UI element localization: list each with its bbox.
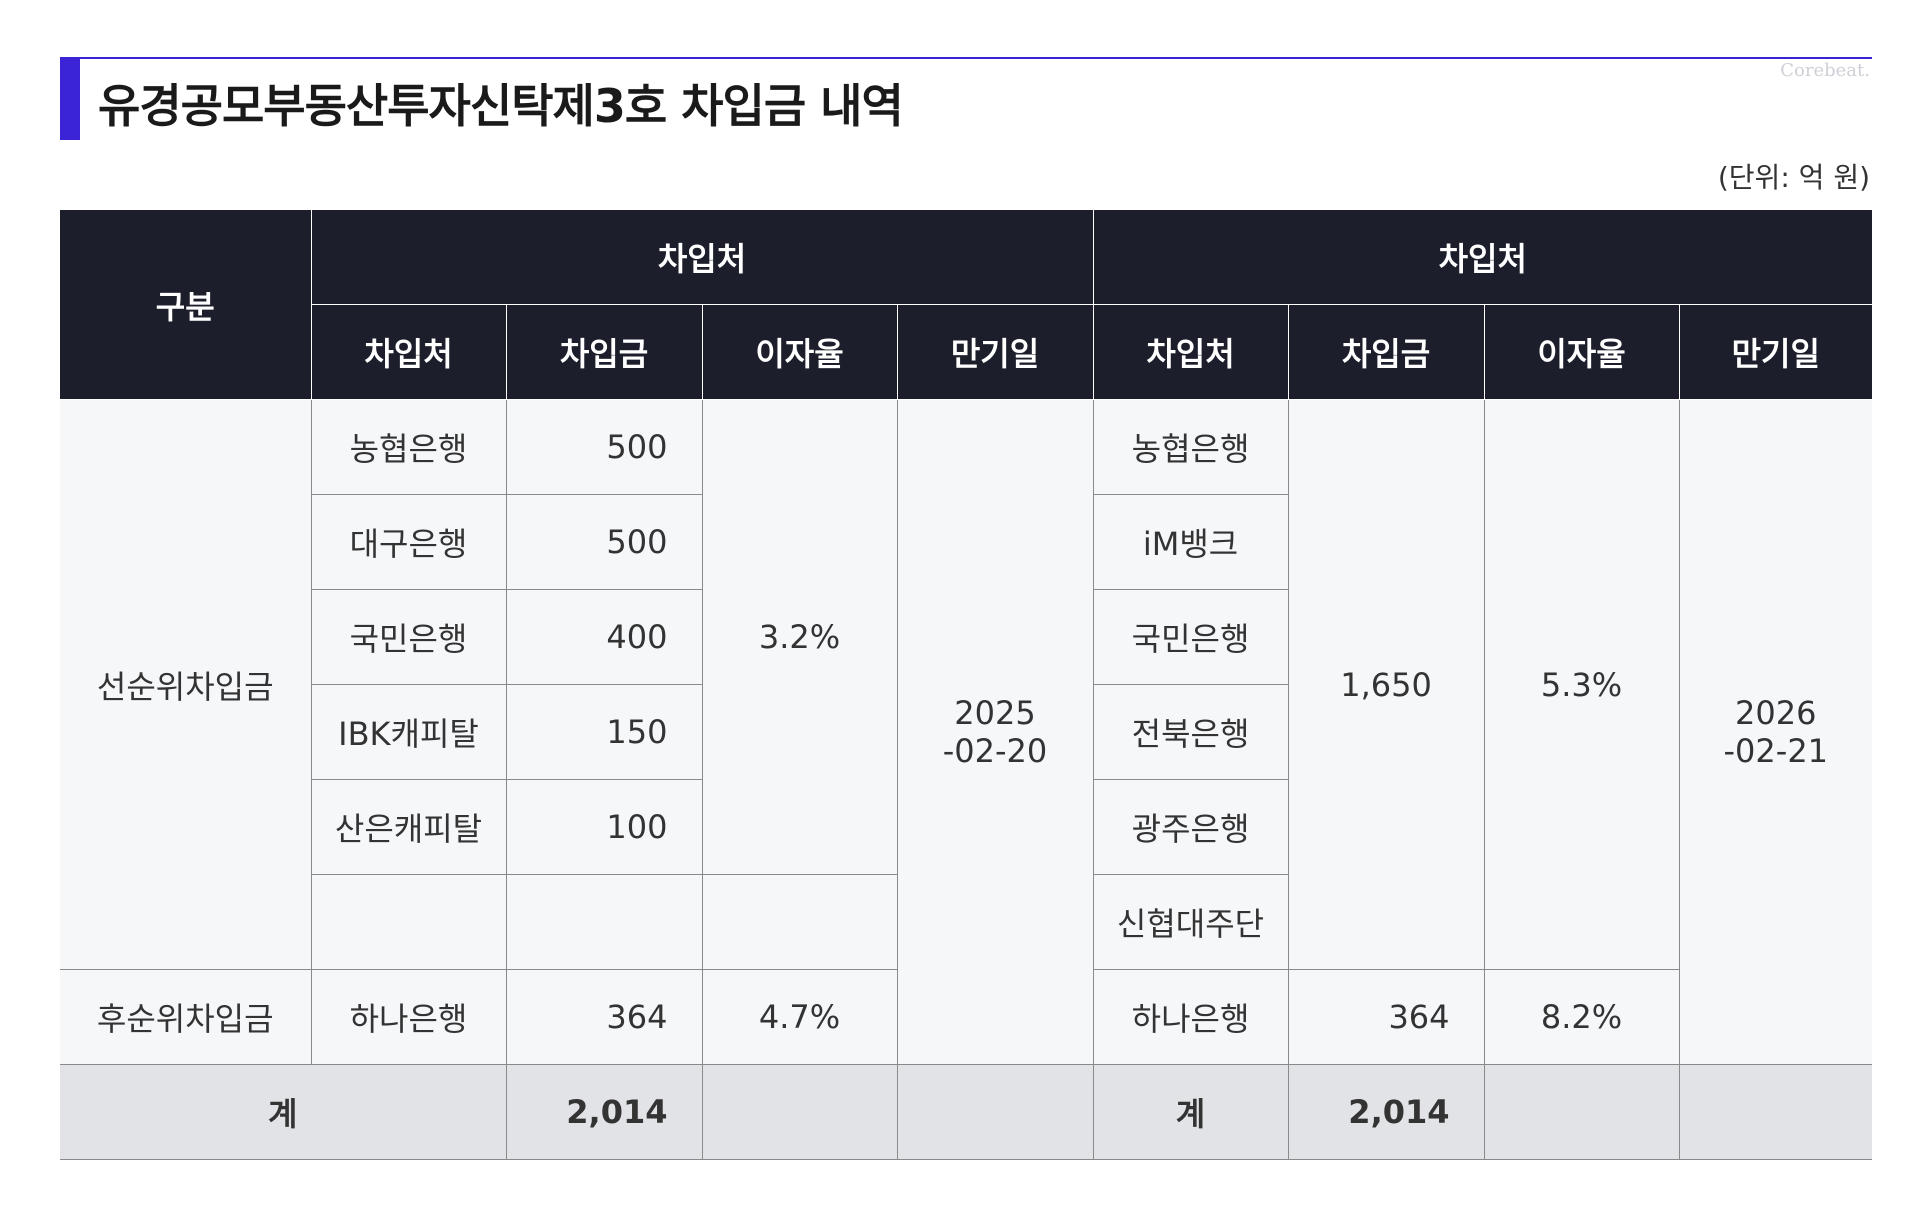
header-maturity-right: 만기일 bbox=[1678, 304, 1873, 400]
empty-cell bbox=[1678, 1064, 1873, 1160]
left-amount: 500 bbox=[505, 494, 703, 590]
header-lender-left: 차입처 bbox=[310, 304, 507, 400]
right-sub-lender: 하나은행 bbox=[1092, 969, 1289, 1065]
header-maturity-left: 만기일 bbox=[896, 304, 1094, 400]
title-accent-bar bbox=[60, 58, 80, 140]
right-lender: 전북은행 bbox=[1092, 684, 1289, 780]
left-amount: 400 bbox=[505, 589, 703, 685]
right-lender: 신협대주단 bbox=[1092, 874, 1289, 970]
right-lender: iM뱅크 bbox=[1092, 494, 1289, 590]
header-rate-right: 이자율 bbox=[1483, 304, 1680, 400]
header-rate-left: 이자율 bbox=[701, 304, 898, 400]
brand-logo: Corebeat. bbox=[1780, 60, 1870, 81]
total-label-right: 계 bbox=[1092, 1064, 1289, 1160]
subordinated-label: 후순위차입금 bbox=[60, 969, 312, 1065]
table-row: 국민은행 400 국민은행 bbox=[60, 589, 1872, 685]
left-amount: 150 bbox=[505, 684, 703, 780]
table-row: 선순위차입금 농협은행 500 3.2% 2025 -02-20 농협은행 1,6… bbox=[60, 399, 1873, 1065]
right-senior-amount: 1,650 bbox=[1287, 399, 1485, 970]
right-sub-amount: 364 bbox=[1287, 969, 1485, 1065]
left-lender: 산은캐피탈 bbox=[310, 779, 507, 875]
left-sub-amount: 364 bbox=[505, 969, 703, 1065]
left-sub-rate: 4.7% bbox=[701, 969, 898, 1065]
table-row: 산은캐피탈 100 광주은행 bbox=[60, 779, 1872, 875]
left-maturity: 2025 -02-20 bbox=[896, 399, 1094, 1065]
table-row: IBK캐피탈 150 전북은행 bbox=[60, 684, 1872, 780]
left-amount: 100 bbox=[505, 779, 703, 875]
left-total-amount: 2,014 bbox=[505, 1064, 703, 1160]
empty-cell bbox=[701, 874, 898, 970]
header-amount-left: 차입금 bbox=[505, 304, 703, 400]
empty-cell bbox=[310, 874, 507, 970]
right-lender: 국민은행 bbox=[1092, 589, 1289, 685]
left-amount: 500 bbox=[505, 399, 703, 495]
header-lender-right: 차입처 bbox=[1092, 304, 1289, 400]
header-group-right: 차입처 bbox=[1092, 210, 1873, 305]
left-lender: 국민은행 bbox=[310, 589, 507, 685]
empty-cell bbox=[505, 874, 703, 970]
header-category: 구분 bbox=[60, 210, 312, 400]
loan-table: 구분 차입처 차입처 차입처 차입금 이자율 만기일 차입처 차입금 이자율 만… bbox=[60, 210, 1873, 1160]
left-lender: 대구은행 bbox=[310, 494, 507, 590]
left-senior-rate: 3.2% bbox=[701, 399, 898, 875]
table-row: 후순위차입금 하나은행 364 4.7% 하나은행 364 8.2% bbox=[60, 969, 1872, 1065]
right-sub-rate: 8.2% bbox=[1483, 969, 1680, 1065]
right-total-amount: 2,014 bbox=[1287, 1064, 1485, 1160]
empty-cell bbox=[896, 1064, 1094, 1160]
unit-label: (단위: 억 원) bbox=[1717, 161, 1870, 194]
page-title: 유경공모부동산투자신탁제3호 차입금 내역 bbox=[98, 79, 904, 133]
right-lender: 농협은행 bbox=[1092, 399, 1289, 495]
left-sub-lender: 하나은행 bbox=[310, 969, 507, 1065]
right-lender: 광주은행 bbox=[1092, 779, 1289, 875]
total-row: 계 2,014 계 2,014 bbox=[60, 1064, 1873, 1160]
left-lender: 농협은행 bbox=[310, 399, 507, 495]
total-label-left: 계 bbox=[60, 1064, 507, 1160]
title-top-rule bbox=[60, 57, 1872, 59]
senior-label: 선순위차입금 bbox=[60, 399, 312, 970]
right-senior-rate: 5.3% bbox=[1483, 399, 1680, 970]
header-group-left: 차입처 bbox=[310, 210, 1094, 305]
table-row: 신협대주단 bbox=[60, 874, 1872, 970]
table-row: 대구은행 500 iM뱅크 bbox=[60, 494, 1872, 590]
empty-cell bbox=[701, 1064, 898, 1160]
right-maturity: 2026 -02-21 bbox=[1678, 399, 1873, 1065]
left-lender: IBK캐피탈 bbox=[310, 684, 507, 780]
empty-cell bbox=[1483, 1064, 1680, 1160]
header-amount-right: 차입금 bbox=[1287, 304, 1485, 400]
